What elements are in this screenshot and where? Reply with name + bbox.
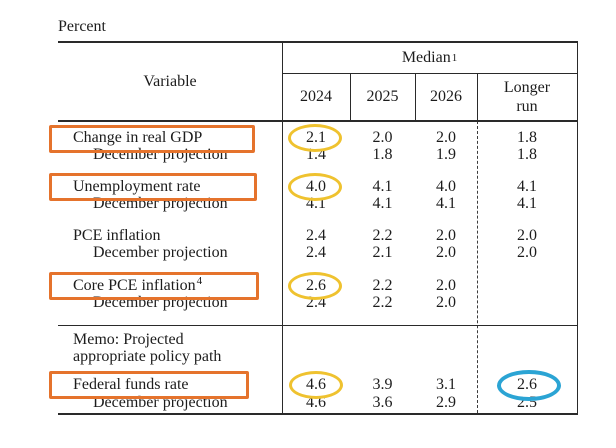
cell-2025: 2.2: [372, 227, 393, 244]
units-label: Percent: [58, 18, 106, 35]
cell-longer-run: 1.8: [517, 129, 537, 146]
highlight-box-change-in-real-gdp: [49, 125, 255, 153]
yellow-circle-ffr-2024: [289, 371, 343, 399]
divider-longer-run-dashed: [477, 121, 478, 413]
cell-2026: 4.0: [436, 178, 456, 195]
projections-table: Variable Median 1 2024 2025 2026 Longer r…: [58, 41, 578, 415]
memo-row-line2: appropriate policy path: [58, 348, 577, 365]
cell-2025: 2.2: [372, 277, 393, 294]
row-pce-inflation: PCE inflation 2.4 2.2 2.0 2.0: [58, 227, 577, 244]
cell-2024: 2.4: [306, 227, 326, 244]
variable-column-header: Variable: [143, 73, 197, 90]
cell-longer-run: [477, 294, 577, 311]
row-label: Core PCE inflation4: [73, 274, 203, 294]
cell-2026: 3.1: [436, 376, 456, 393]
highlight-box-unemployment-rate: [49, 173, 257, 201]
cell-2025: 4.1: [372, 195, 393, 212]
cell-2025: 3.9: [372, 376, 393, 393]
divider-2025-2026: [415, 73, 416, 121]
cell-2025: 2.0: [372, 129, 393, 146]
row-label: PCE inflation: [73, 227, 161, 244]
cell-2026: 2.9: [436, 394, 456, 411]
memo-label-line2: appropriate policy path: [73, 348, 222, 365]
column-header-2025: 2025: [366, 88, 399, 105]
cell-2025: 3.6: [372, 394, 393, 411]
memo-row-line1: Memo: Projected: [58, 331, 577, 348]
cell-2024: 2.4: [306, 244, 326, 261]
cell-2025: 4.1: [372, 178, 393, 195]
cell-longer-run: 2.0: [517, 227, 537, 244]
divider-longer-run-header: [477, 73, 478, 121]
header-body-rule: [58, 120, 577, 122]
row-pce-december-projection: December projection 2.4 2.1 2.0 2.0: [58, 244, 577, 261]
cell-longer-run: 2.0: [517, 244, 537, 261]
variable-column-divider: [282, 43, 283, 413]
cell-longer-run: 4.1: [517, 195, 537, 212]
yellow-circle-gdp-2024: [288, 124, 342, 152]
cell-2026: 1.9: [436, 146, 456, 163]
median-header: Median 1: [401, 49, 458, 66]
cell-2025: 2.2: [372, 294, 393, 311]
cell-longer-run: [477, 277, 577, 294]
cell-longer-run: 4.1: [517, 178, 537, 195]
highlight-box-core-pce-inflation: [49, 272, 259, 300]
median-label: Median: [401, 49, 451, 66]
cell-2026: 2.0: [436, 277, 456, 294]
yellow-circle-unemployment-2024: [288, 173, 342, 201]
column-header-2024: 2024: [300, 88, 332, 105]
median-underline-rule: [282, 73, 577, 74]
cell-2025: 1.8: [372, 146, 393, 163]
longer-run-line2: run: [516, 98, 538, 115]
column-header-longer-run: Longer run: [477, 73, 577, 121]
yellow-circle-core-pce-2024: [288, 272, 342, 300]
divider-2024-2025: [350, 73, 351, 121]
longer-run-line1: Longer: [503, 79, 551, 96]
cell-longer-run: 1.8: [517, 146, 537, 163]
cell-2026: 2.0: [436, 129, 456, 146]
cell-2026: 2.0: [436, 294, 456, 311]
row-label: December projection: [93, 244, 228, 261]
highlight-box-federal-funds-rate: [49, 371, 249, 399]
cell-2026: 4.1: [436, 195, 456, 212]
core-pce-footnote-marker: 4: [196, 274, 203, 287]
row-label: Unemployment rate: [73, 178, 201, 195]
column-header-2026: 2026: [430, 88, 462, 105]
cell-2026: 2.0: [436, 244, 456, 261]
row-label: Federal funds rate: [73, 376, 189, 393]
blue-circle-ffr-longer-run: [497, 370, 561, 401]
row-label: Change in real GDP: [73, 129, 203, 146]
memo-section-rule: [58, 325, 577, 326]
cell-2026: 2.0: [436, 227, 456, 244]
memo-label-line1: Memo: Projected: [73, 331, 184, 348]
cell-2025: 2.1: [372, 244, 393, 261]
